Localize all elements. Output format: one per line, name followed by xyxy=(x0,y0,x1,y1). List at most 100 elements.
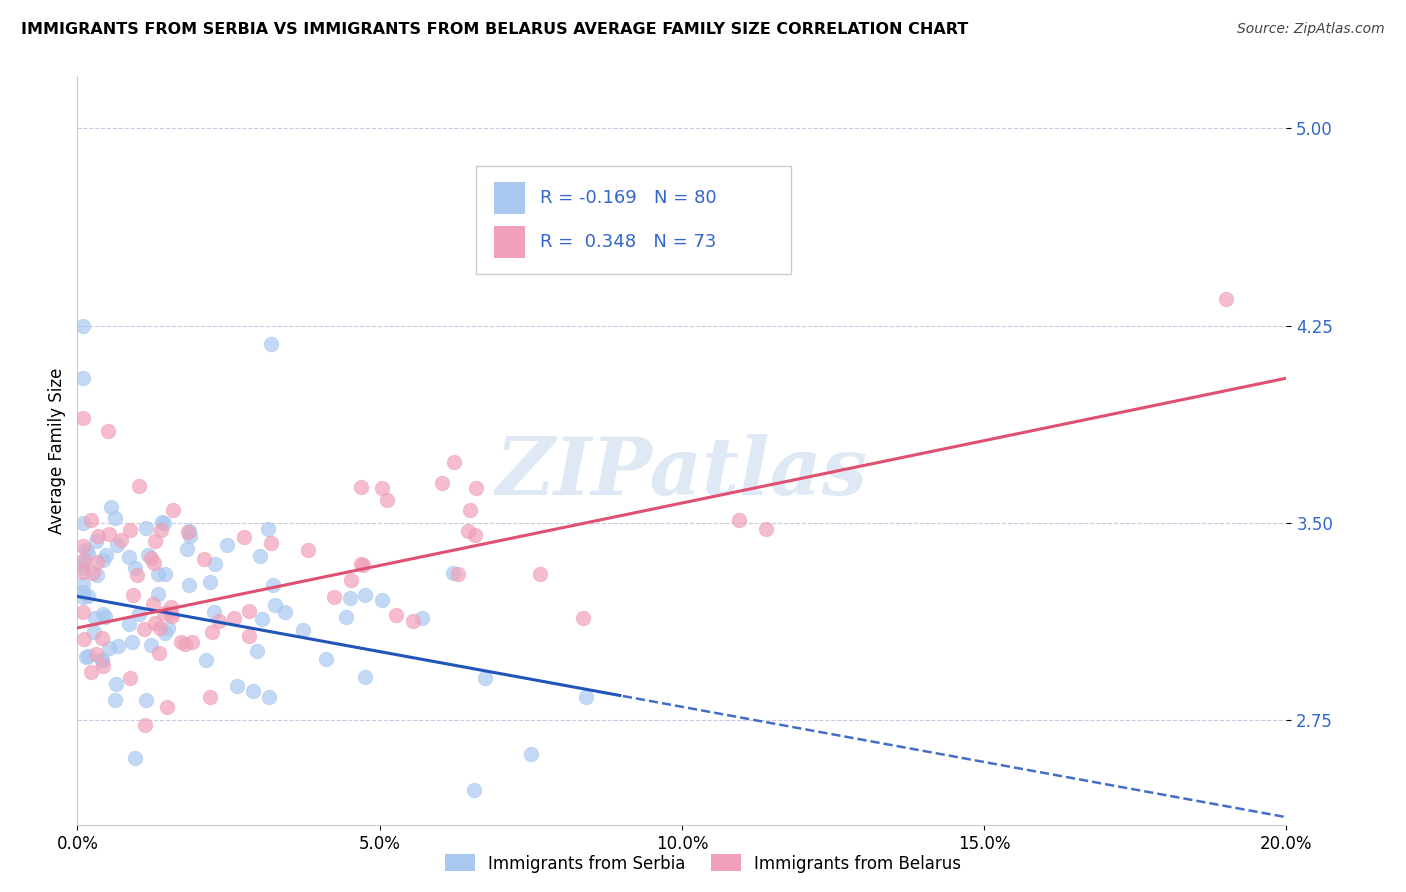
Point xyxy=(91,607,114,622)
Point xyxy=(91,659,114,673)
Point xyxy=(274,605,297,619)
Point xyxy=(352,558,374,572)
Point xyxy=(86,555,108,569)
Point xyxy=(96,424,118,438)
Point xyxy=(238,629,260,643)
Point xyxy=(226,679,249,693)
Point xyxy=(157,621,180,635)
Point xyxy=(727,513,749,527)
Point xyxy=(371,593,394,607)
Bar xyxy=(495,227,524,259)
Point xyxy=(385,607,408,622)
Point xyxy=(72,561,94,575)
Point xyxy=(297,542,319,557)
Point xyxy=(174,637,197,651)
Point xyxy=(350,479,373,493)
Point xyxy=(181,634,204,648)
Point xyxy=(79,665,101,679)
Point xyxy=(177,524,200,538)
Point xyxy=(91,653,114,667)
Point xyxy=(96,548,118,562)
Point xyxy=(72,591,94,605)
Point xyxy=(84,647,107,661)
Text: IMMIGRANTS FROM SERBIA VS IMMIGRANTS FROM BELARUS AVERAGE FAMILY SIZE CORRELATIO: IMMIGRANTS FROM SERBIA VS IMMIGRANTS FRO… xyxy=(21,22,969,37)
Point xyxy=(143,534,166,549)
Point xyxy=(118,671,141,685)
Point xyxy=(104,511,127,525)
Point xyxy=(755,522,778,536)
Point xyxy=(465,482,488,496)
Text: Source: ZipAtlas.com: Source: ZipAtlas.com xyxy=(1237,22,1385,37)
Point xyxy=(350,557,373,571)
Point xyxy=(458,502,481,516)
Point xyxy=(118,523,141,537)
Point xyxy=(139,550,162,565)
Point xyxy=(529,566,551,581)
Point xyxy=(195,653,218,667)
Point xyxy=(135,693,157,707)
Point xyxy=(84,534,107,549)
Point xyxy=(441,566,464,580)
Point xyxy=(80,513,103,527)
Point xyxy=(72,318,94,333)
Point xyxy=(264,598,287,612)
Point xyxy=(257,690,280,704)
Point xyxy=(104,693,127,707)
Point xyxy=(233,531,256,545)
Point xyxy=(250,612,273,626)
Point xyxy=(143,616,166,631)
Point xyxy=(121,634,143,648)
Point xyxy=(204,557,226,571)
Point xyxy=(73,553,96,567)
Point xyxy=(107,639,129,653)
Point xyxy=(142,597,165,611)
Point xyxy=(375,493,398,508)
Point xyxy=(91,553,114,567)
Point xyxy=(443,455,465,469)
Point xyxy=(447,566,470,581)
Point xyxy=(104,677,127,691)
Point xyxy=(201,625,224,640)
Point xyxy=(118,550,141,565)
Point xyxy=(77,649,100,664)
Point xyxy=(198,690,221,705)
Point xyxy=(176,542,198,557)
Text: R = -0.169   N = 80: R = -0.169 N = 80 xyxy=(540,189,717,207)
Point xyxy=(72,410,94,425)
Point xyxy=(148,621,170,635)
Text: R =  0.348   N = 73: R = 0.348 N = 73 xyxy=(540,234,716,252)
Point xyxy=(474,672,496,686)
Point xyxy=(170,635,193,649)
Point xyxy=(98,526,121,541)
Point xyxy=(72,605,94,619)
Point xyxy=(177,577,200,591)
Point xyxy=(110,533,132,547)
Point xyxy=(430,475,453,490)
Point xyxy=(156,700,179,714)
Point xyxy=(153,606,176,620)
Point xyxy=(340,573,363,587)
Point xyxy=(162,503,184,517)
Point xyxy=(72,565,94,579)
Point xyxy=(100,500,122,515)
Point xyxy=(339,591,361,605)
Point xyxy=(242,684,264,698)
Point xyxy=(179,529,201,543)
Point xyxy=(315,652,337,666)
Point xyxy=(72,540,94,554)
Point xyxy=(121,588,143,602)
Point xyxy=(249,549,271,563)
Point xyxy=(134,718,156,732)
Point xyxy=(200,574,222,589)
Point xyxy=(159,606,181,620)
Bar xyxy=(495,182,524,214)
Point xyxy=(246,644,269,658)
Point xyxy=(155,567,177,582)
Point xyxy=(132,622,155,636)
Point xyxy=(371,481,394,495)
Point xyxy=(411,611,433,625)
Point xyxy=(222,610,245,624)
Point xyxy=(91,631,114,645)
Point xyxy=(86,568,108,582)
Point xyxy=(260,535,283,549)
